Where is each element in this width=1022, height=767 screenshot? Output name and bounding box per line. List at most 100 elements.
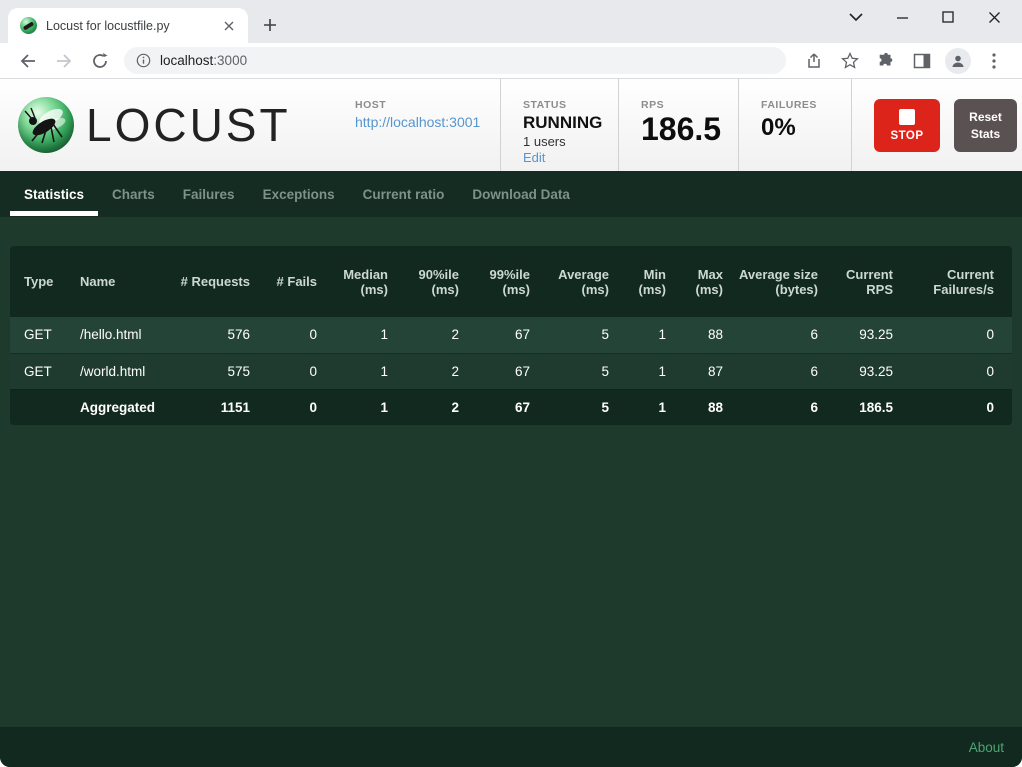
col-type[interactable]: Type: [24, 274, 54, 289]
browser-tab[interactable]: Locust for locustfile.py: [8, 8, 248, 43]
stop-square-icon: [899, 109, 915, 125]
tab-close-icon[interactable]: [220, 17, 238, 35]
main-nav: Statistics Charts Failures Exceptions Cu…: [0, 171, 1022, 217]
url-text: localhost:3000: [160, 53, 247, 68]
col-current-rps[interactable]: Current RPS: [846, 266, 893, 297]
cell-avg-size: 6: [725, 388, 820, 425]
header-buttons: STOP Reset Stats: [851, 79, 1017, 171]
url-host: localhost: [160, 53, 214, 68]
rps-value: 186.5: [641, 111, 722, 147]
status-block: STATUS RUNNING 1 users Edit: [500, 79, 618, 171]
tab-statistics[interactable]: Statistics: [10, 171, 99, 217]
cell-max: 88: [668, 388, 725, 425]
cell-fails: 0: [252, 352, 319, 389]
cell-current-failures: 0: [895, 388, 1012, 425]
extensions-puzzle-icon[interactable]: [873, 48, 899, 74]
cell-current-rps: 93.25: [820, 352, 895, 389]
locust-favicon-icon: [20, 17, 37, 34]
cell-min: 1: [611, 352, 668, 389]
cell-avg-size: 6: [725, 317, 820, 353]
maximize-button[interactable]: [938, 7, 958, 27]
col-99ile[interactable]: 99%ile (ms): [489, 266, 530, 297]
statistics-table: Type Name # Requests # Fails Median (ms)…: [10, 246, 1012, 425]
page-footer: About: [0, 727, 1022, 767]
cell-90ile: 2: [390, 317, 461, 353]
tab-current-ratio[interactable]: Current ratio: [362, 186, 445, 202]
tab-failures[interactable]: Failures: [182, 186, 235, 202]
locust-header: LOCUST HOST http://localhost:3001 STATUS…: [0, 79, 1022, 171]
tab-search-chevron-icon[interactable]: [846, 7, 866, 27]
host-label: HOST: [355, 99, 387, 111]
col-median[interactable]: Median (ms): [343, 266, 388, 297]
cell-min: 1: [611, 388, 668, 425]
url-bar[interactable]: localhost:3000: [124, 47, 786, 74]
table-row: GET /hello.html 576 0 1 2 67 5 1 88 6 93…: [10, 317, 1012, 353]
cell-max: 88: [668, 317, 725, 353]
back-button[interactable]: [15, 48, 41, 74]
cell-name: /hello.html: [78, 317, 160, 353]
status-value: RUNNING: [523, 113, 603, 132]
cell-avg-size: 6: [725, 352, 820, 389]
col-requests[interactable]: # Requests: [180, 274, 250, 289]
failures-block: FAILURES 0%: [738, 79, 833, 171]
brand-wordmark: LOCUST: [86, 99, 291, 151]
col-average[interactable]: Average (ms): [558, 266, 609, 297]
cell-type: GET: [10, 352, 78, 389]
share-icon[interactable]: [801, 48, 827, 74]
locust-logo-icon: [18, 97, 74, 153]
reset-stats-button[interactable]: Reset Stats: [954, 99, 1017, 152]
failures-value: 0%: [761, 114, 796, 141]
cell-99ile: 67: [461, 388, 532, 425]
bookmark-star-icon[interactable]: [837, 48, 863, 74]
col-90ile[interactable]: 90%ile (ms): [418, 266, 459, 297]
stop-button[interactable]: STOP: [874, 99, 940, 152]
cell-current-failures: 0: [895, 317, 1012, 353]
col-current-failures[interactable]: Current Failures/s: [933, 266, 994, 297]
table-row: GET /world.html 575 0 1 2 67 5 1 87 6 93…: [10, 352, 1012, 389]
col-min[interactable]: Min (ms): [638, 266, 666, 297]
cell-name: /world.html: [78, 352, 160, 389]
browser-menu-icon[interactable]: [981, 48, 1007, 74]
col-max[interactable]: Max (ms): [695, 266, 723, 297]
cell-99ile: 67: [461, 352, 532, 389]
table-header-row: Type Name # Requests # Fails Median (ms)…: [10, 246, 1012, 317]
col-avg-size[interactable]: Average size (bytes): [738, 266, 818, 297]
reload-button[interactable]: [87, 48, 113, 74]
url-port: :3000: [213, 53, 248, 68]
side-panel-icon[interactable]: [909, 48, 935, 74]
tab-exceptions[interactable]: Exceptions: [262, 186, 335, 202]
window-controls: [846, 0, 1012, 34]
rps-label: RPS: [641, 99, 665, 111]
cell-median: 1: [319, 317, 390, 353]
tab-charts[interactable]: Charts: [112, 186, 155, 202]
stop-button-label: STOP: [890, 130, 924, 142]
minimize-button[interactable]: [892, 7, 912, 27]
cell-median: 1: [319, 388, 390, 425]
cell-average: 5: [532, 388, 611, 425]
toolbar-actions: [796, 47, 1012, 74]
cell-type: GET: [10, 317, 78, 353]
cell-fails: 0: [252, 388, 319, 425]
cell-fails: 0: [252, 317, 319, 353]
host-link[interactable]: http://localhost:3001: [355, 114, 481, 130]
rps-block: RPS 186.5: [618, 79, 738, 171]
forward-button[interactable]: [51, 48, 77, 74]
cell-average: 5: [532, 317, 611, 353]
edit-link[interactable]: Edit: [523, 149, 546, 165]
col-name[interactable]: Name: [80, 274, 116, 289]
cell-min: 1: [611, 317, 668, 353]
close-window-button[interactable]: [984, 7, 1004, 27]
statistics-table-panel: Type Name # Requests # Fails Median (ms)…: [10, 246, 1012, 425]
browser-toolbar: localhost:3000: [0, 43, 1022, 79]
cell-current-rps: 186.5: [820, 388, 895, 425]
cell-requests: 575: [160, 352, 252, 389]
tab-download-data[interactable]: Download Data: [472, 186, 570, 202]
host-block: HOST http://localhost:3001: [355, 79, 500, 171]
browser-tabstrip: Locust for locustfile.py: [0, 0, 1022, 43]
about-link[interactable]: About: [968, 739, 1004, 755]
page-info-icon[interactable]: [136, 53, 151, 68]
new-tab-button[interactable]: [256, 11, 284, 39]
profile-avatar[interactable]: [945, 47, 971, 74]
cell-type: [10, 388, 78, 425]
col-fails[interactable]: # Fails: [276, 274, 317, 289]
